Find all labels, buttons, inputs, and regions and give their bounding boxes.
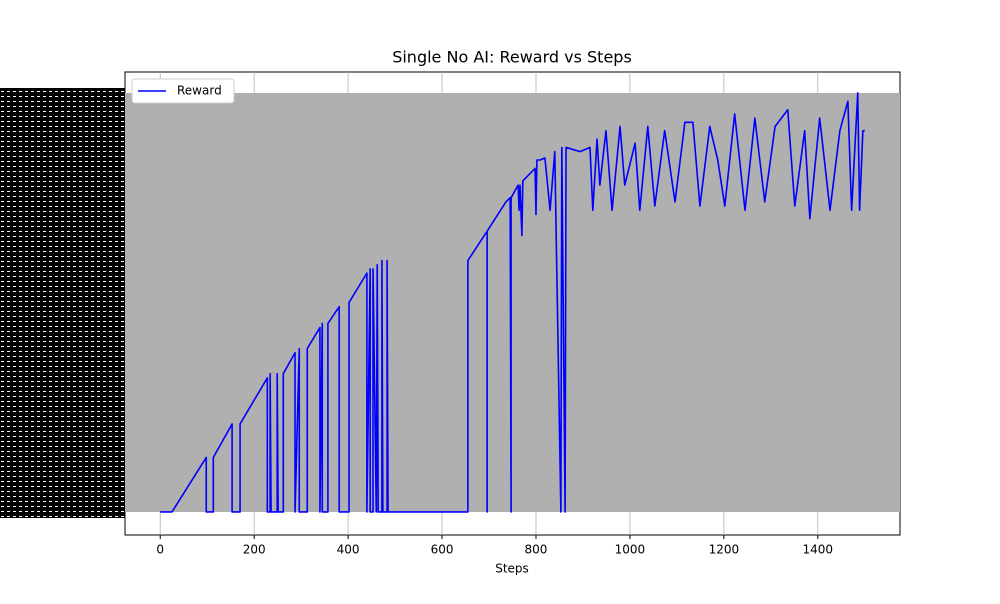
dense-grid (125, 93, 900, 512)
x-tick-label: 600 (431, 543, 454, 557)
chart-title: Single No AI: Reward vs Steps (392, 48, 632, 67)
x-tick-label: 800 (525, 543, 548, 557)
illegible-y-labels (0, 88, 125, 518)
x-tick-label: 1000 (615, 543, 646, 557)
x-axis-label: Steps (495, 562, 529, 576)
legend-box (131, 78, 235, 104)
x-tick-label: 1400 (803, 543, 834, 557)
line-series (160, 92, 865, 513)
x-tick-label: 0 (156, 543, 164, 557)
legend-label: Reward (177, 84, 222, 98)
x-tick-label: 200 (243, 543, 266, 557)
x-tick-label: 400 (337, 543, 360, 557)
x-tick-label: 1200 (709, 543, 740, 557)
